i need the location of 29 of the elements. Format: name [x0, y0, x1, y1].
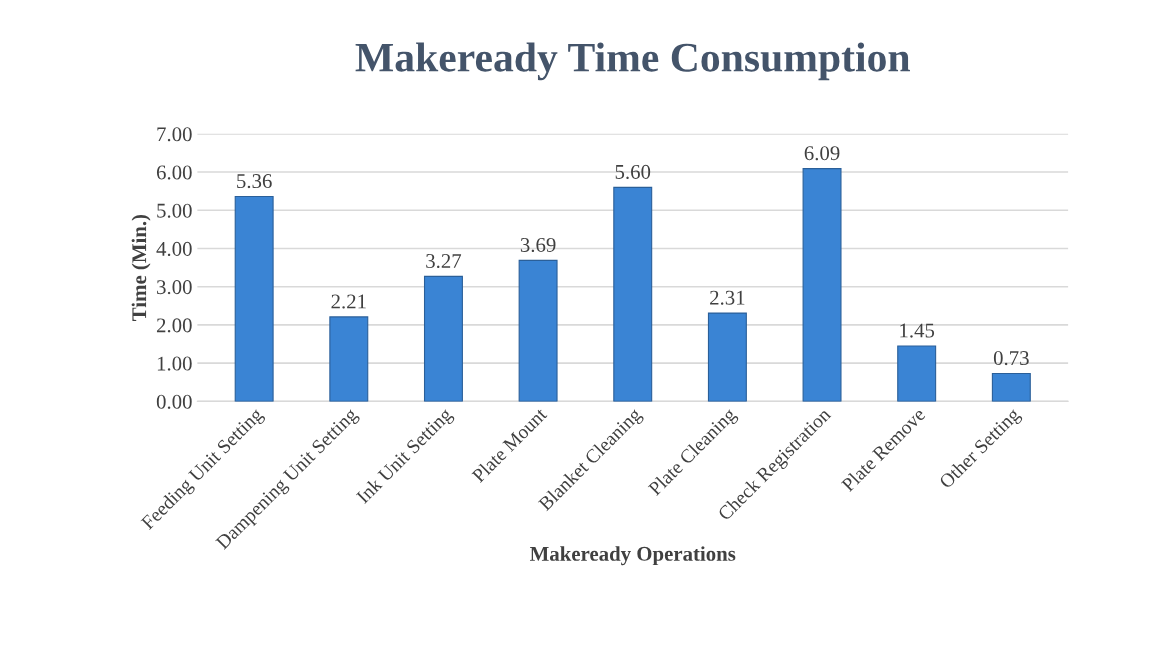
data-label: 5.60: [615, 164, 651, 180]
data-label: 2.31: [710, 290, 745, 305]
data-label: 1.45: [900, 323, 935, 338]
y-tick-label: 7.00: [157, 127, 192, 142]
bar: [991, 372, 1031, 402]
bar: [613, 186, 653, 402]
y-tick-label: 2.00: [156, 318, 192, 333]
y-tick-label: 4.00: [156, 241, 192, 257]
bar: [329, 316, 369, 402]
bar: [707, 312, 747, 402]
bar: [802, 168, 842, 402]
y-tick-label: 1.00: [157, 356, 192, 371]
data-label: 3.69: [520, 237, 556, 253]
bar: [234, 195, 274, 402]
bar: [423, 275, 463, 402]
data-label: 6.09: [804, 146, 840, 161]
y-tick-label: 3.00: [157, 280, 192, 295]
data-label: 2.21: [331, 294, 366, 309]
x-axis-title: Makeready Operations: [529, 546, 736, 566]
bar: [518, 259, 558, 402]
bar: [897, 345, 937, 402]
data-label: 3.27: [426, 253, 462, 269]
y-tick-label: 5.00: [157, 203, 192, 218]
data-label: 5.36: [237, 174, 272, 189]
chart-title: Makeready Time Consumption: [355, 42, 910, 81]
y-tick-label: 6.00: [156, 165, 192, 180]
y-tick-label: 0.00: [156, 394, 192, 409]
data-label: 0.73: [993, 351, 1029, 366]
y-axis-title: Time (Min.): [131, 214, 151, 321]
